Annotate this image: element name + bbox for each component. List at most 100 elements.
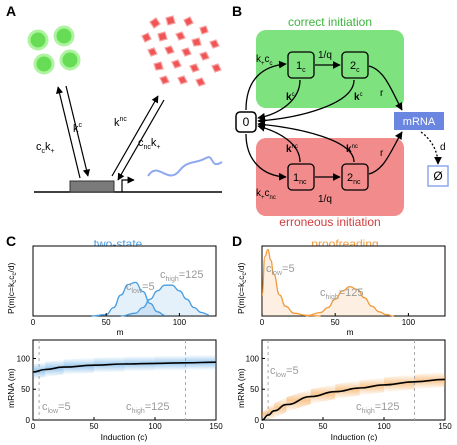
arrow-2c-to-0 [257,79,355,125]
chart-d-top-chigh-label: chigh=125 [320,287,364,301]
rate-r-bottom: r [380,148,384,159]
rate-knc-a: knc [286,144,298,155]
state-1nc-label: 1nc [293,172,307,186]
chart-d-bottom-xlabel: Induction (c) [331,432,378,442]
chart-d-bottom-xtick-label: 150 [438,422,452,431]
red-shapes [141,15,222,87]
green-circle-icon [59,49,81,71]
arrow-1c-to-0 [257,79,301,121]
red-polygon-icon [209,39,220,49]
correct-initiation-title: correct initiation [288,15,372,29]
chart-c-top-xtick-label: 100 [173,318,187,327]
red-polygon-icon [171,59,182,69]
panel-label-c: C [6,233,16,249]
state-2nc [341,163,369,191]
chart-d-top-series [261,248,394,317]
binding-arrow-right-up [111,95,159,177]
binding-arrow-right-down [117,99,165,181]
mrna-box [394,112,444,130]
chart-d-top-clow-label: clow=5 [266,263,295,277]
chart-c-top-xtick-label: 0 [31,318,36,327]
red-polygon-icon [199,51,210,61]
chart-d-bottom-ytick-label: 100 [246,354,260,363]
chart-d-top-frame [261,245,446,317]
mrna-box-label: mRNA [403,116,436,128]
empty-set-label: Ø [433,169,442,183]
rate-label-kc: kc [73,122,83,135]
chart-d-bottom-xtick-label: 0 [260,422,265,431]
chart-d-top-series-1-area [305,286,394,316]
chart-c-bottom-ticks: 0 50 100 150 0 50 100 [17,354,224,431]
red-polygon-icon [157,31,168,42]
red-polygon-icon [164,45,175,55]
red-polygon-icon [153,61,164,71]
state-zero-label: 0 [243,115,250,129]
red-polygon-icon [159,75,170,85]
chart-c-bottom-mean-line [32,361,217,373]
chart-d-top-ticks: 0 50 100 [260,313,416,327]
state-1c-label: 1c [296,60,306,74]
chart-d-top-xlabel: m [346,327,353,337]
rate-knc-b: knc [346,144,358,155]
chart-c-bottom-ytick-label: 0 [26,416,31,425]
chart-d-bottom-ylabel: mRNA (m) [236,368,246,408]
chart-d-top: 0 50 100 m P(m|c=kccc/d) clow=5 chigh=125 [236,245,446,337]
state-2c [341,51,369,79]
chart-d-top-xtick-label: 100 [402,318,416,327]
chart-c-bottom: 0 50 100 150 0 50 100 Induction (c) mRNA (m) c… [6,339,224,442]
chart-c-top-ticks: 0 50 100 [31,313,187,327]
rate-label-ck-right: cnck+ [138,137,161,151]
chart-d-bottom-ticks: 0 50 100 150 0 50 100 [246,354,453,431]
arrow-2nc-to-mrna [368,131,403,175]
chart-c-top: 0 50 100 m P(m|c=kccc/d) clow=5 chigh=125 [6,245,217,337]
red-polygon-icon [211,63,222,73]
chart-d-bottom-clow-label: clow=5 [270,365,299,379]
chart-d-bottom-chigh-label: chigh=125 [356,401,400,415]
red-polygon-icon [147,47,158,57]
arrow-0-to-1c [245,60,287,111]
chart-c-bottom-xtick-label: 50 [90,422,99,431]
rate-kc-cnc: k+cnc [256,188,276,201]
chart-d-bottom: 0 50 100 150 0 50 100 Induction (c) mRNA (m) c… [236,339,453,442]
chart-c-top-ylabel: P(m|c=kccc/d) [6,262,18,314]
rate-d: d [440,142,446,153]
state-1nc [287,163,315,191]
red-polygon-icon [181,47,192,57]
binding-arrow-left-down [65,85,90,177]
rate-kc-cc: k+cc [256,54,273,67]
state-2c-label: 2c [350,60,360,74]
red-polygon-icon [195,77,206,87]
chart-c-top-clow-label: clow=5 [126,281,155,295]
arrow-0-to-1nc [245,133,287,181]
panel-label-a: A [6,3,16,19]
chart-d-bottom-ytick-label: 50 [250,385,259,394]
chart-d-top-series-0-area [262,249,321,316]
chart-d-top-xtick-label: 0 [260,318,265,327]
chart-d-top-series-0-line [261,248,321,317]
chart-d-top-ylabel: P(m|c=kccc/d) [236,262,248,314]
panel-label-b: B [232,3,242,19]
state-zero [235,111,257,133]
rate-1q-bottom: 1/q [318,194,332,205]
correct-initiation-box [256,30,404,108]
chart-c-top-chigh-label: chigh=125 [160,269,204,283]
chart-c-bottom-xtick-label: 150 [209,422,223,431]
red-polygon-icon [183,16,194,27]
red-polygon-icon [189,63,200,73]
erroneous-initiation-title: erroneous initiation [279,215,380,229]
chart-d-bottom-series [261,340,446,421]
empty-set-box [427,165,449,187]
red-polygon-icon [165,15,176,26]
chart-c-bottom-ylabel: mRNA (m) [6,368,16,408]
chart-d-bottom-xtick-label: 50 [319,422,328,431]
chart-c-top-series-1-area [120,285,209,316]
binding-arrow-left-up [56,86,81,179]
arrow-2c-to-mrna [368,65,403,111]
green-circle-icon [33,53,55,75]
chart-d-top-xtick-label: 50 [331,318,340,327]
red-polygon-icon [149,17,161,29]
red-polygon-icon [199,25,209,35]
chart-c-bottom-chigh-label: chigh=125 [126,401,170,415]
red-polygon-icon [177,75,188,85]
